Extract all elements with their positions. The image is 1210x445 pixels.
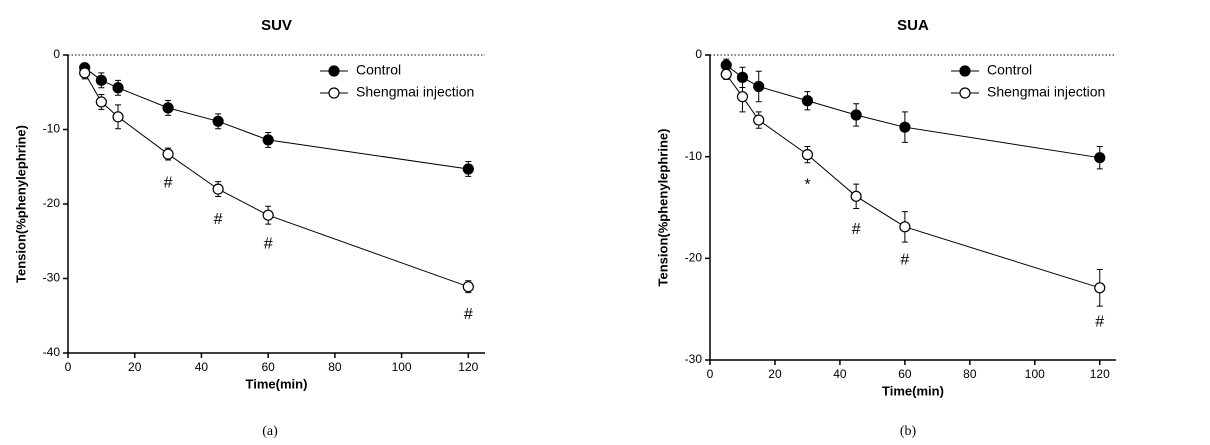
data-point: [899, 221, 911, 233]
y-axis-label: Tension(%phenylephrine): [655, 129, 670, 287]
series-line: [725, 64, 1100, 159]
panel-caption: (a): [262, 424, 278, 439]
panel-caption: (b): [900, 424, 917, 439]
data-point: [753, 114, 765, 126]
x-tick-label: 60: [261, 360, 275, 374]
y-tick-label: -30: [685, 352, 703, 366]
legend-label: Control: [356, 62, 401, 78]
chart-title: SUA: [897, 17, 929, 34]
x-tick-label: 20: [768, 367, 782, 381]
annotation: #: [214, 211, 223, 228]
data-point: [753, 80, 765, 93]
x-tick-label: 80: [328, 360, 342, 374]
annotation: #: [1095, 314, 1104, 331]
x-tick-label: 0: [707, 367, 714, 381]
x-axis-label: Time(min): [246, 376, 308, 391]
annotation: #: [900, 252, 909, 269]
legend-marker: [959, 65, 971, 77]
y-tick-label: -20: [685, 251, 703, 265]
data-point: [262, 134, 274, 146]
data-point: [736, 71, 749, 83]
chart-title: SUV: [261, 17, 292, 34]
data-point: [112, 111, 124, 123]
data-point: [462, 281, 474, 293]
legend-label: Control: [987, 62, 1032, 78]
x-tick-label: 40: [833, 367, 847, 381]
data-point: [79, 67, 91, 79]
annotation: #: [852, 221, 861, 238]
y-axis-label: Tension(%phenylephrine): [13, 125, 28, 283]
data-point: [720, 59, 732, 71]
y-tick-label: -30: [43, 271, 61, 285]
data-point: [162, 102, 174, 114]
legend-label: Shengmai injection: [987, 84, 1105, 100]
data-point: [262, 209, 274, 221]
y-tick-label: -10: [685, 149, 703, 163]
y-tick-label: 0: [53, 47, 60, 61]
data-point: [1094, 282, 1106, 294]
data-point: [212, 115, 224, 127]
y-tick-label: -20: [43, 196, 61, 210]
data-point: [801, 149, 814, 161]
x-tick-label: 100: [1025, 367, 1045, 381]
data-point: [720, 68, 732, 80]
y-tick-label: 0: [695, 47, 702, 61]
x-tick-label: 0: [65, 360, 72, 374]
x-tick-label: 100: [392, 360, 412, 374]
data-point: [212, 183, 224, 195]
x-tick-label: 20: [128, 360, 142, 374]
data-point: [899, 121, 911, 133]
data-point: [95, 74, 107, 86]
x-tick-label: 40: [195, 360, 209, 374]
data-point: [1094, 152, 1106, 164]
x-tick-label: 80: [963, 367, 977, 381]
x-axis-label: Time(min): [882, 383, 944, 398]
series-line: [84, 72, 469, 288]
x-tick-label: 60: [898, 367, 912, 381]
data-point: [112, 82, 124, 94]
legend-marker: [328, 65, 340, 77]
data-point: [462, 163, 474, 175]
y-tick-label: -10: [43, 122, 61, 136]
data-point: [736, 91, 749, 103]
data-point: [850, 190, 862, 202]
annotation: *: [804, 176, 810, 193]
legend-marker: [328, 87, 340, 99]
x-tick-label: 120: [1090, 367, 1110, 381]
data-point: [162, 148, 174, 160]
legend-marker: [959, 87, 971, 99]
series-line: [725, 74, 1100, 289]
data-point: [801, 95, 814, 107]
annotation: #: [464, 306, 473, 323]
legend-label: Shengmai injection: [356, 84, 474, 100]
annotation: #: [264, 235, 273, 252]
data-point: [850, 109, 862, 121]
y-tick-label: -40: [43, 345, 61, 359]
annotation: #: [164, 174, 173, 191]
x-tick-label: 120: [458, 360, 478, 374]
data-point: [95, 96, 107, 108]
